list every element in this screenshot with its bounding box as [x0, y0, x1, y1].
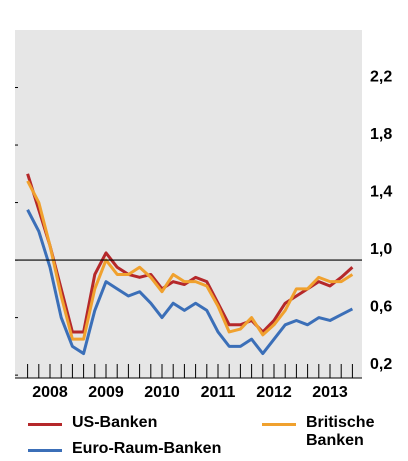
- series-line: [26, 180, 354, 341]
- legend-label: Britische Banken: [306, 414, 375, 449]
- y-tick-label: 2,2: [370, 69, 392, 86]
- y-tick-label: 1,8: [370, 126, 392, 143]
- x-tick-label: 2013: [312, 384, 348, 400]
- chart: 0,2 0,6 1,0 1,4 1,8 2,2 2008 2009 2010 2011 2012 20…: [15, 30, 392, 400]
- legend-label: Euro-Raum-Banken: [72, 440, 222, 457]
- y-tick-label: 0,2: [370, 356, 392, 373]
- legend-label: US-Banken: [72, 414, 158, 431]
- plot-area: [15, 30, 362, 378]
- legend-item: US-Banken: [28, 414, 228, 432]
- y-tick-label: 1,0: [370, 241, 392, 258]
- legend-swatch: [28, 423, 62, 426]
- x-tick-label: 2011: [201, 384, 236, 400]
- legend-swatch: [28, 449, 62, 452]
- legend-swatch: [262, 423, 296, 426]
- series-line: [26, 209, 354, 356]
- x-tick-label: 2009: [88, 384, 124, 400]
- x-tick-label: 2012: [256, 384, 292, 400]
- legend-item: Britische Banken: [262, 414, 375, 450]
- y-tick-label: 1,4: [370, 184, 392, 201]
- x-tick-label: 2008: [32, 384, 68, 400]
- legend-item: Euro-Raum-Banken: [28, 440, 258, 458]
- y-tick-label: 0,6: [370, 299, 392, 316]
- x-tick-label: 2010: [144, 384, 180, 400]
